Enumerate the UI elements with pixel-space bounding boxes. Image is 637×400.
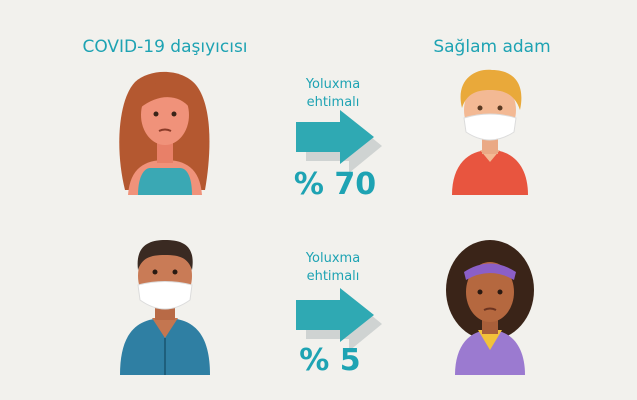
row-label: ehtimalı <box>307 269 360 284</box>
arrow <box>296 288 382 351</box>
person-man <box>120 240 210 375</box>
person-healthy-woman <box>446 240 534 375</box>
row-label: Yoluxma <box>305 251 360 266</box>
row-label: ehtimalı <box>307 95 360 110</box>
row-label: Yoluxma <box>305 77 360 92</box>
probability: % 5 <box>299 343 360 378</box>
header-right: Sağlam adam <box>433 37 550 57</box>
header-left: COVID-19 daşıyıcısı <box>82 37 247 57</box>
arrow <box>296 110 382 173</box>
probability: % 70 <box>294 167 376 202</box>
person-healthy-man <box>452 69 528 195</box>
person-woman <box>119 71 210 195</box>
